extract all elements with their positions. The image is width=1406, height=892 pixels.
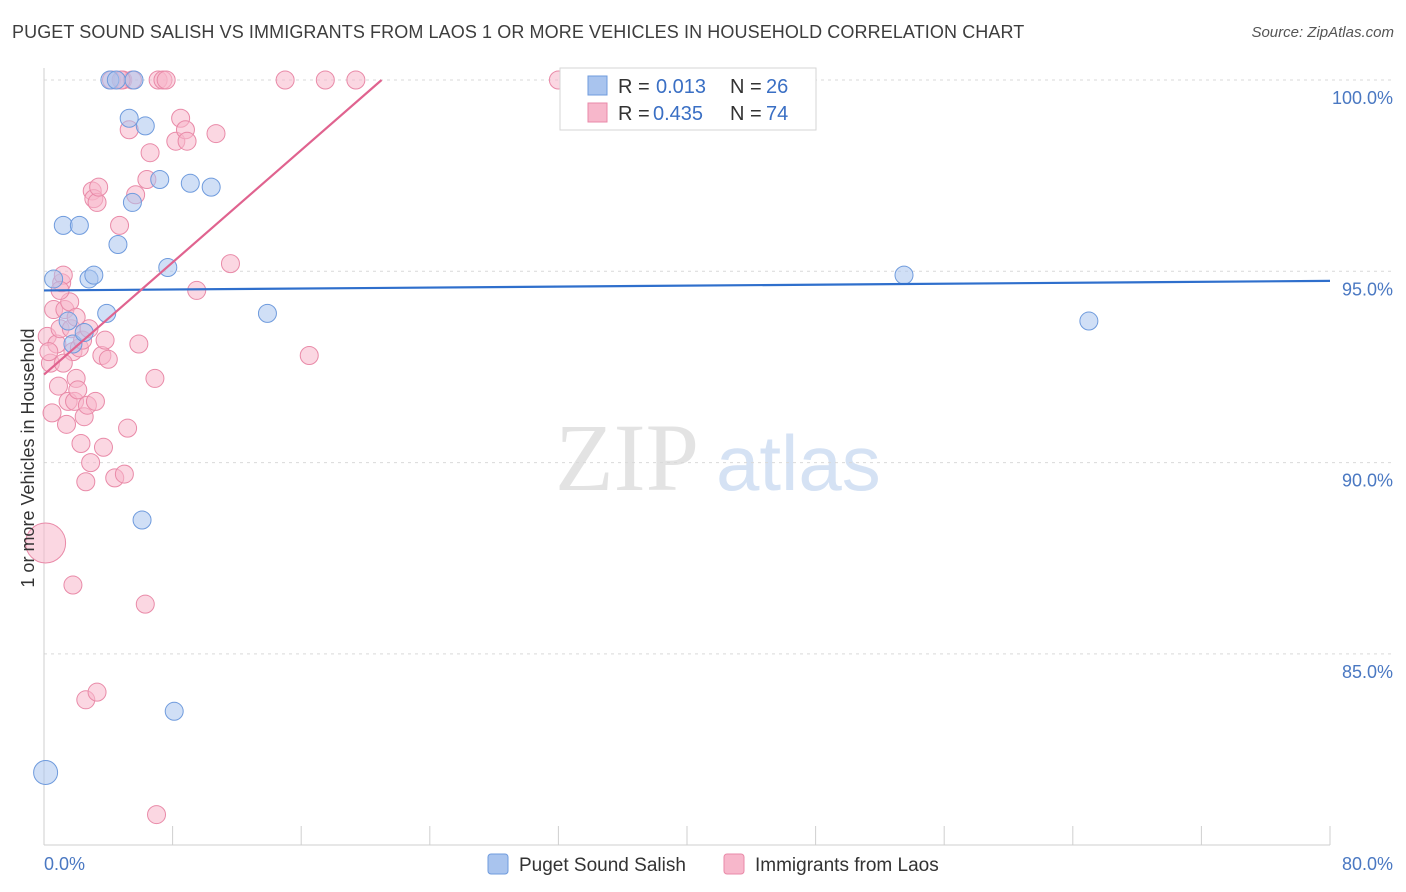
point-puget	[44, 269, 64, 289]
y-tick-label: 85.0%	[1342, 662, 1393, 682]
point-puget	[201, 177, 221, 197]
point-laos	[206, 124, 226, 144]
legend-r-value-laos: 0.435	[653, 103, 703, 125]
legend-r-value-puget: 0.013	[656, 76, 706, 98]
point-laos	[129, 334, 149, 354]
trend-line-laos	[43, 79, 383, 376]
legend-n-label-puget: N =	[730, 76, 762, 98]
point-puget	[69, 215, 89, 235]
point-laos	[63, 575, 83, 595]
point-puget	[257, 303, 277, 323]
point-puget	[1079, 311, 1099, 331]
source-credit: Source: ZipAtlas.com	[1251, 24, 1394, 41]
point-puget	[150, 169, 170, 189]
series-legend-swatch-laos	[723, 853, 745, 875]
point-laos	[147, 805, 167, 825]
point-puget	[84, 265, 104, 285]
chart-title: PUGET SOUND SALISH VS IMMIGRANTS FROM LA…	[12, 22, 1025, 42]
point-puget	[108, 235, 128, 255]
y-tick-label: 90.0%	[1342, 471, 1393, 491]
point-laos	[135, 594, 155, 614]
point-puget	[122, 192, 142, 212]
point-laos	[81, 453, 101, 473]
point-puget	[106, 70, 126, 90]
legend-swatch-puget	[587, 75, 608, 96]
point-laos	[42, 403, 62, 423]
point-laos	[275, 70, 295, 90]
point-puget	[164, 701, 184, 721]
point-laos	[110, 215, 130, 235]
point-laos	[48, 376, 68, 396]
point-puget	[132, 510, 152, 530]
point-laos	[98, 349, 118, 369]
point-laos	[57, 414, 77, 434]
y-tick-label: 100.0%	[1332, 88, 1393, 108]
series-legend: Puget Sound Salish Immigrants from Laos	[487, 853, 939, 876]
point-puget	[180, 173, 200, 193]
point-laos	[89, 177, 109, 197]
point-puget	[135, 116, 155, 136]
series-legend-label-puget: Puget Sound Salish	[519, 855, 686, 876]
point-puget	[58, 311, 78, 331]
point-laos	[118, 418, 138, 438]
point-laos	[140, 143, 160, 163]
point-laos	[76, 472, 96, 492]
point-laos	[85, 391, 105, 411]
point-puget	[33, 760, 59, 786]
point-puget	[119, 108, 139, 128]
point-puget	[124, 70, 144, 90]
y-axis-label: 1 or more Vehicles in Household	[18, 328, 38, 587]
watermark-zip: ZIP	[555, 404, 699, 511]
point-laos	[114, 464, 134, 484]
legend-swatch-laos	[587, 102, 608, 123]
point-puget	[894, 265, 914, 285]
point-laos	[68, 380, 88, 400]
point-laos	[25, 522, 67, 564]
point-laos	[299, 345, 319, 365]
point-laos	[177, 131, 197, 151]
point-laos	[39, 342, 59, 362]
point-puget	[63, 334, 83, 354]
point-laos	[93, 437, 113, 457]
trend-lines	[43, 79, 1331, 376]
point-laos	[71, 433, 91, 453]
gridlines	[44, 79, 1395, 655]
point-laos	[346, 70, 366, 90]
point-laos	[220, 254, 240, 274]
point-puget	[53, 215, 73, 235]
point-laos	[53, 353, 73, 373]
legend-n-value-laos: 74	[766, 103, 788, 125]
watermark-atlas: atlas	[716, 419, 881, 507]
point-laos	[145, 368, 165, 388]
stats-legend: R = 0.013 N = 26 R = 0.435 N = 74	[559, 67, 817, 131]
point-laos	[95, 330, 115, 350]
series-legend-swatch-puget	[487, 853, 509, 875]
legend-r-label-laos: R =	[618, 103, 650, 125]
point-laos	[156, 70, 176, 90]
legend-n-label-laos: N =	[730, 103, 762, 125]
x-tick-label: 0.0%	[44, 854, 85, 874]
axes: 85.0% 90.0% 95.0% 100.0% 0.0% 80.0%	[43, 68, 1393, 874]
legend-n-value-puget: 26	[766, 76, 788, 98]
y-tick-label: 95.0%	[1342, 279, 1393, 299]
trend-line-puget	[43, 279, 1331, 292]
series-legend-label-laos: Immigrants from Laos	[755, 855, 939, 876]
legend-r-label-puget: R =	[618, 76, 650, 98]
x-tick-label: 80.0%	[1342, 854, 1393, 874]
point-laos	[315, 70, 335, 90]
point-laos	[87, 682, 107, 702]
